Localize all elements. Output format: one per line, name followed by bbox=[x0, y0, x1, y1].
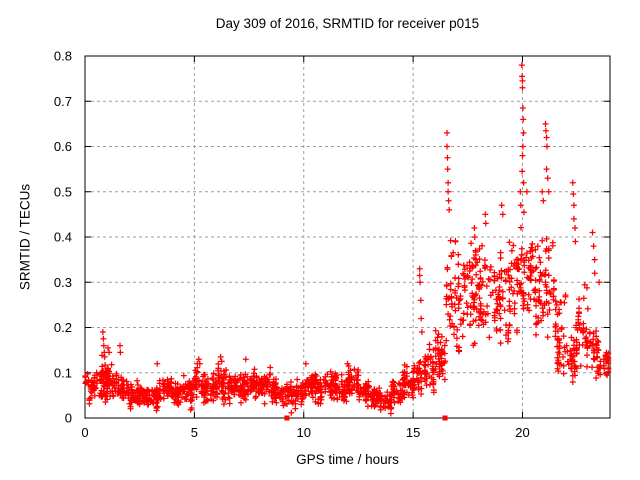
y-tick-label: 0.3 bbox=[54, 275, 72, 290]
y-tick-label: 0.6 bbox=[54, 139, 72, 154]
y-tick-label: 0 bbox=[65, 411, 72, 426]
x-tick-label: 5 bbox=[191, 425, 198, 440]
tick-labels: 0 5 10 15 20 0 0.1 0.2 0.3 0.4 0.5 0.6 0.7 0.8 bbox=[54, 49, 530, 441]
y-tick-label: 0.5 bbox=[54, 184, 72, 199]
scatter-points bbox=[82, 62, 612, 417]
x-tick-label: 0 bbox=[81, 425, 88, 440]
x-tick-label: 20 bbox=[515, 425, 529, 440]
y-tick-label: 0.1 bbox=[54, 365, 72, 380]
chart-title: Day 309 of 2016, SRMTID for receiver p01… bbox=[215, 16, 480, 31]
y-tick-label: 0.2 bbox=[54, 320, 72, 335]
grid-lines bbox=[85, 56, 610, 418]
y-tick-label: 0.8 bbox=[54, 49, 72, 64]
baseline-square-marker bbox=[442, 415, 448, 421]
y-tick-label: 0.4 bbox=[54, 230, 72, 245]
x-tick-label: 15 bbox=[406, 425, 420, 440]
baseline-square-marker bbox=[284, 415, 290, 421]
x-tick-label: 10 bbox=[297, 425, 311, 440]
y-tick-label: 0.7 bbox=[54, 94, 72, 109]
x-axis-label: GPS time / hours bbox=[296, 452, 399, 467]
